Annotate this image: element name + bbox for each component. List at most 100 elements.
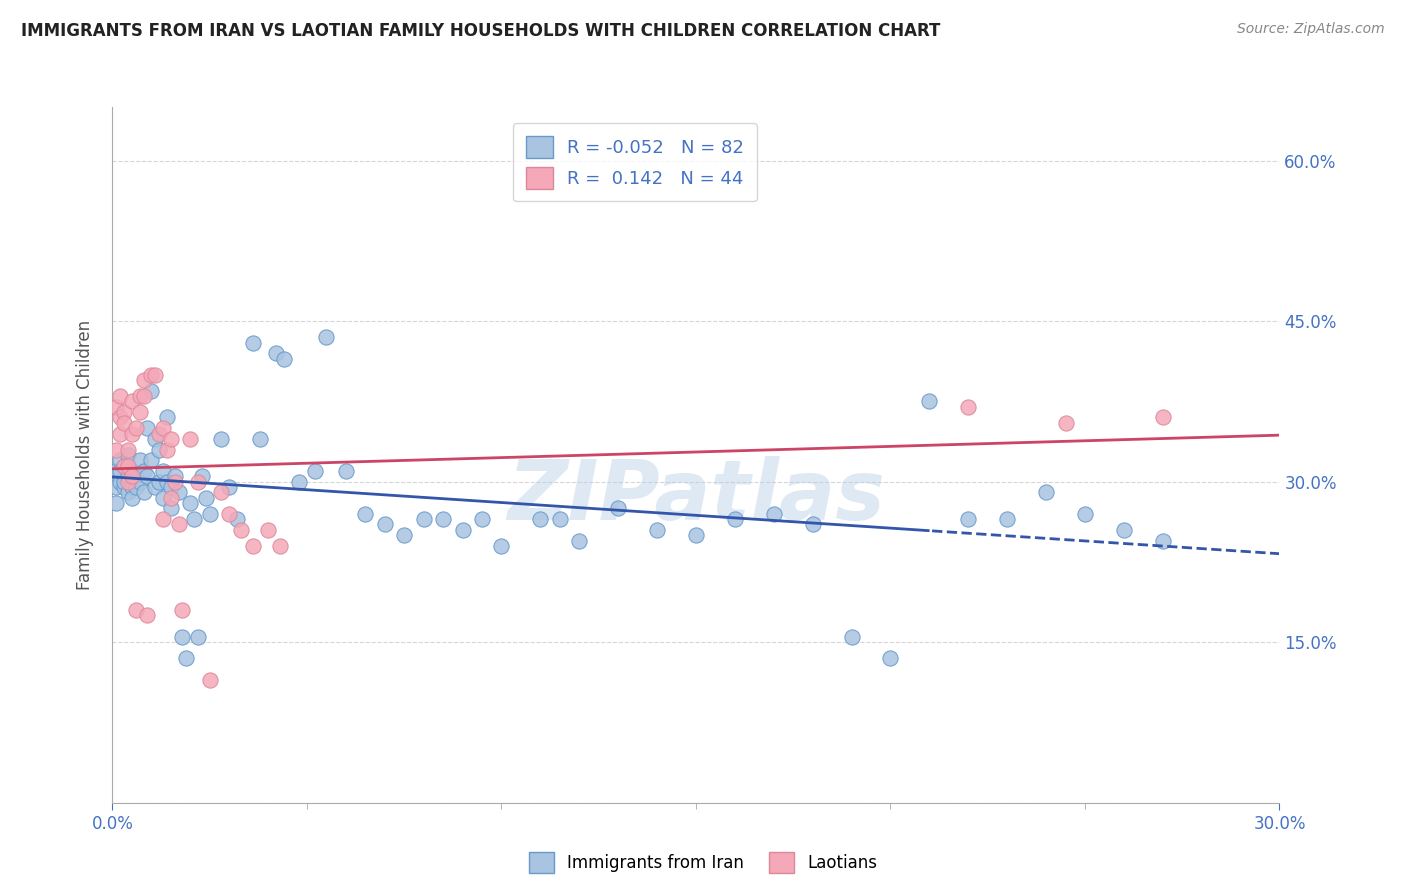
- Point: [183, 512, 205, 526]
- Y-axis label: Family Households with Children: Family Households with Children: [76, 320, 94, 590]
- Point: [110, 464, 132, 478]
- Point: [179, 496, 201, 510]
- Point: [491, 539, 513, 553]
- Point: [105, 442, 128, 457]
- Point: [112, 480, 135, 494]
- Point: [264, 346, 287, 360]
- Point: [918, 394, 941, 409]
- Point: [128, 475, 150, 489]
- Point: [148, 475, 170, 489]
- Point: [136, 608, 159, 623]
- Point: [1152, 410, 1174, 425]
- Text: Source: ZipAtlas.com: Source: ZipAtlas.com: [1237, 22, 1385, 37]
- Point: [156, 475, 179, 489]
- Point: [167, 517, 190, 532]
- Point: [957, 512, 980, 526]
- Point: [432, 512, 454, 526]
- Point: [152, 421, 174, 435]
- Point: [160, 480, 183, 494]
- Point: [112, 458, 135, 473]
- Point: [110, 426, 132, 441]
- Legend: R = -0.052   N = 82, R =  0.142   N = 44: R = -0.052 N = 82, R = 0.142 N = 44: [513, 123, 756, 202]
- Point: [191, 469, 214, 483]
- Point: [229, 523, 252, 537]
- Point: [685, 528, 707, 542]
- Point: [128, 405, 150, 419]
- Point: [801, 517, 824, 532]
- Point: [160, 432, 183, 446]
- Point: [374, 517, 396, 532]
- Point: [198, 507, 221, 521]
- Point: [249, 432, 271, 446]
- Point: [121, 480, 143, 494]
- Point: [273, 351, 295, 366]
- Point: [160, 491, 183, 505]
- Point: [1112, 523, 1135, 537]
- Point: [117, 475, 139, 489]
- Point: [218, 480, 240, 494]
- Point: [160, 501, 183, 516]
- Point: [242, 539, 264, 553]
- Point: [121, 464, 143, 478]
- Point: [187, 630, 209, 644]
- Point: [110, 475, 132, 489]
- Point: [156, 442, 179, 457]
- Point: [1152, 533, 1174, 548]
- Point: [117, 485, 139, 500]
- Point: [125, 421, 148, 435]
- Point: [117, 442, 139, 457]
- Point: [143, 432, 166, 446]
- Point: [117, 448, 139, 462]
- Point: [724, 512, 747, 526]
- Point: [105, 464, 128, 478]
- Point: [121, 394, 143, 409]
- Point: [152, 464, 174, 478]
- Point: [121, 491, 143, 505]
- Point: [172, 630, 194, 644]
- Point: [152, 512, 174, 526]
- Point: [148, 442, 170, 457]
- Point: [257, 523, 280, 537]
- Point: [110, 453, 132, 467]
- Point: [117, 469, 139, 483]
- Point: [143, 480, 166, 494]
- Point: [288, 475, 311, 489]
- Point: [156, 410, 179, 425]
- Point: [163, 469, 186, 483]
- Point: [762, 507, 785, 521]
- Point: [218, 507, 240, 521]
- Point: [141, 453, 163, 467]
- Point: [136, 469, 159, 483]
- Point: [125, 480, 148, 494]
- Point: [957, 400, 980, 414]
- Point: [141, 384, 163, 398]
- Point: [105, 496, 128, 510]
- Point: [125, 603, 148, 617]
- Point: [1054, 416, 1077, 430]
- Point: [209, 485, 232, 500]
- Legend: Immigrants from Iran, Laotians: Immigrants from Iran, Laotians: [522, 846, 884, 880]
- Point: [529, 512, 551, 526]
- Point: [451, 523, 474, 537]
- Point: [995, 512, 1018, 526]
- Point: [152, 491, 174, 505]
- Point: [132, 464, 155, 478]
- Point: [148, 426, 170, 441]
- Point: [194, 491, 217, 505]
- Point: [209, 432, 232, 446]
- Point: [143, 368, 166, 382]
- Point: [568, 533, 591, 548]
- Point: [645, 523, 668, 537]
- Point: [471, 512, 494, 526]
- Point: [198, 673, 221, 687]
- Point: [125, 469, 148, 483]
- Point: [112, 475, 135, 489]
- Point: [167, 485, 190, 500]
- Point: [392, 528, 416, 542]
- Point: [879, 651, 901, 665]
- Point: [128, 453, 150, 467]
- Text: IMMIGRANTS FROM IRAN VS LAOTIAN FAMILY HOUSEHOLDS WITH CHILDREN CORRELATION CHAR: IMMIGRANTS FROM IRAN VS LAOTIAN FAMILY H…: [21, 22, 941, 40]
- Point: [335, 464, 357, 478]
- Point: [176, 651, 198, 665]
- Point: [226, 512, 249, 526]
